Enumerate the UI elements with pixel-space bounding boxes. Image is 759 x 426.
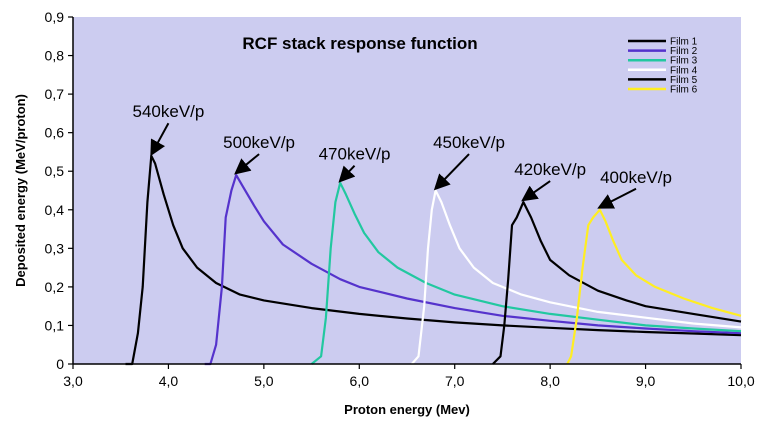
series-line-film-1 bbox=[125, 154, 742, 366]
annotation-arrow bbox=[234, 153, 260, 175]
y-tick-label: 0,9 bbox=[45, 9, 65, 25]
legend-label: Film 4 bbox=[670, 65, 698, 76]
energy-annotation: 420keV/p bbox=[514, 160, 586, 179]
legend-label: Film 2 bbox=[670, 46, 698, 57]
series-line-film-5 bbox=[492, 201, 742, 365]
energy-annotation: 500keV/p bbox=[223, 133, 295, 152]
series-line-film-2 bbox=[204, 174, 742, 366]
y-tick-label: 0,7 bbox=[45, 86, 65, 102]
energy-annotation: 450keV/p bbox=[433, 133, 505, 152]
y-tick-label: 0,8 bbox=[45, 48, 65, 64]
y-tick-label: 0,2 bbox=[45, 279, 65, 295]
x-tick-label: 4,0 bbox=[159, 373, 179, 389]
x-tick-label: 9,0 bbox=[636, 373, 656, 389]
annotation-arrow bbox=[597, 187, 637, 209]
series-layer bbox=[125, 154, 742, 366]
series-line-film-4 bbox=[410, 189, 742, 365]
series-line-film-3 bbox=[310, 181, 742, 365]
y-tick-label: 0,6 bbox=[45, 125, 65, 141]
annotation-arrow bbox=[338, 164, 356, 183]
x-tick-label: 6,0 bbox=[350, 373, 370, 389]
legend-label: Film 1 bbox=[670, 37, 698, 48]
x-tick-label: 3,0 bbox=[63, 373, 83, 389]
annotations-layer: 540keV/p 500keV/p 470keV/p 450keV/p 420keV/p… bbox=[133, 102, 672, 209]
axes-layer bbox=[72, 17, 741, 365]
legend-label: Film 5 bbox=[670, 75, 698, 86]
x-tick-label: 7,0 bbox=[445, 373, 465, 389]
y-tick-label: 0,3 bbox=[45, 240, 65, 256]
series-line-film-6 bbox=[566, 208, 742, 365]
energy-annotation: 540keV/p bbox=[133, 102, 205, 121]
ticks-layer: 3,0 4,0 5,0 6,0 7,0 8,0 9,0 10,0 0 0,1 0,2 0,3 0,4 0,… bbox=[45, 9, 755, 389]
x-axis-title: Proton energy (Mev) bbox=[344, 402, 470, 417]
x-tick-label: 8,0 bbox=[540, 373, 560, 389]
annotation-arrow bbox=[521, 180, 551, 202]
y-axis-title: Deposited energy (MeV/proton) bbox=[13, 94, 28, 287]
y-tick-label: 0,5 bbox=[45, 163, 65, 179]
y-tick-label: 0,1 bbox=[45, 317, 65, 333]
energy-annotation: 470keV/p bbox=[319, 145, 391, 164]
annotation-arrow bbox=[433, 153, 470, 191]
x-tick-label: 10,0 bbox=[727, 373, 754, 389]
annotation-arrow bbox=[150, 122, 170, 157]
chart-title: RCF stack response function bbox=[242, 34, 477, 53]
legend-label: Film 6 bbox=[670, 85, 698, 96]
energy-annotation: 400keV/p bbox=[600, 168, 672, 187]
plot-area bbox=[73, 17, 741, 364]
y-tick-label: 0 bbox=[56, 356, 64, 372]
x-tick-label: 5,0 bbox=[254, 373, 274, 389]
y-tick-label: 0,4 bbox=[45, 202, 65, 218]
legend-label: Film 3 bbox=[670, 56, 698, 67]
